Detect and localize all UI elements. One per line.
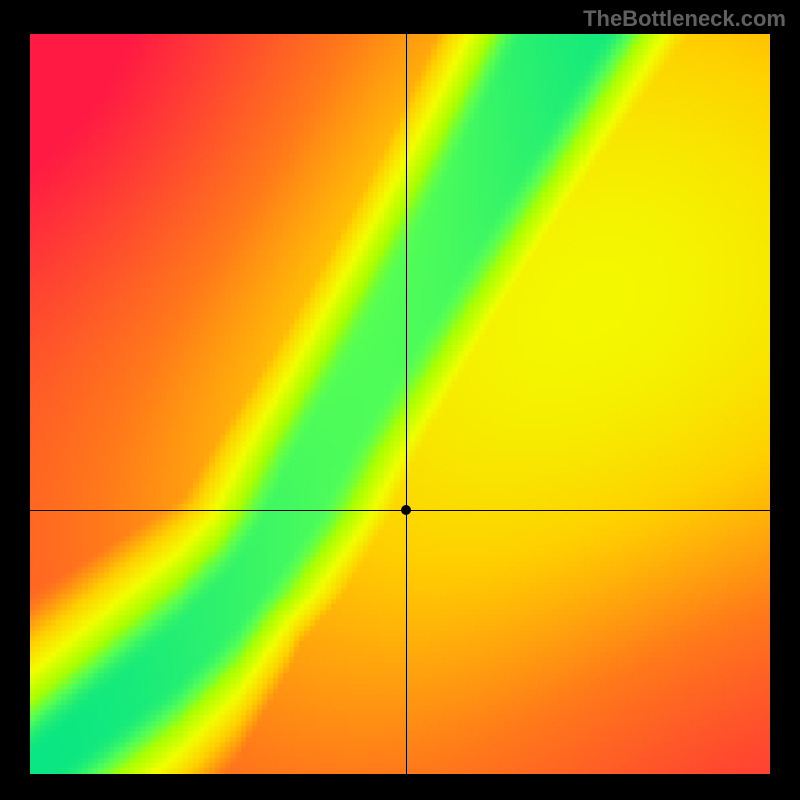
heatmap-canvas [30, 34, 770, 774]
marker-dot [401, 505, 411, 515]
chart-container: TheBottleneck.com [0, 0, 800, 800]
watermark-text: TheBottleneck.com [583, 6, 786, 32]
heatmap-plot [30, 34, 770, 774]
crosshair-vertical [406, 34, 407, 774]
